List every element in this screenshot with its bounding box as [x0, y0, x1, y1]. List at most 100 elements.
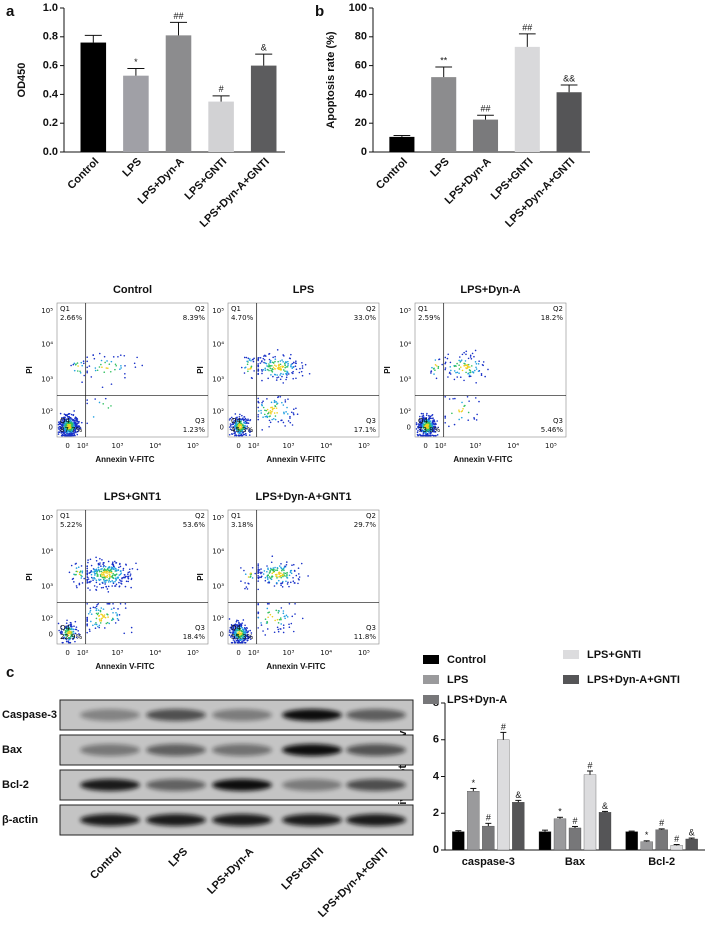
error-bar [560, 84, 578, 93]
event-dot [292, 563, 295, 566]
event-dot [62, 641, 64, 644]
event-dot [258, 569, 261, 571]
event-dot [99, 622, 102, 624]
y-axis-label: PI [25, 573, 34, 581]
event-dot [73, 432, 76, 434]
event-dot [260, 409, 262, 412]
quadrant-percent: 53.6% [183, 521, 206, 529]
event-dot [478, 360, 480, 362]
event-dot [428, 434, 431, 437]
event-dot [98, 583, 101, 586]
event-dot [424, 430, 426, 432]
event-dot [68, 636, 71, 639]
event-dot [106, 574, 109, 577]
event-dot [117, 619, 120, 621]
event-dot [94, 367, 97, 369]
event-dot [251, 377, 253, 380]
event-dot [74, 416, 77, 419]
event-dot [248, 636, 251, 638]
event-dot [281, 582, 284, 584]
event-dot [241, 626, 243, 629]
event-dot [274, 418, 277, 421]
event-dot [235, 634, 238, 636]
event-dot [228, 419, 231, 421]
event-dot [60, 627, 63, 630]
event-dot [243, 626, 246, 629]
event-dot [432, 434, 435, 437]
event-dot [272, 418, 275, 420]
event-dot [64, 637, 67, 640]
event-dot [78, 425, 80, 427]
event-dot [283, 355, 285, 357]
event-dot [279, 374, 281, 376]
event-dot [259, 356, 262, 359]
event-dot [266, 415, 268, 418]
event-dot [420, 425, 422, 428]
event-dot [244, 638, 246, 641]
event-dot [257, 616, 260, 619]
event-dot [93, 357, 96, 360]
event-dot [308, 372, 311, 375]
x-tick-label: 10⁵ [187, 442, 199, 450]
event-dot [111, 580, 113, 582]
event-dot [238, 434, 241, 437]
event-dot [272, 571, 275, 574]
event-dot [101, 366, 103, 369]
event-dot [300, 562, 303, 565]
event-dot [77, 566, 80, 569]
event-dot [90, 576, 93, 579]
bar [472, 119, 499, 152]
bar [389, 136, 415, 152]
event-dot [275, 575, 278, 578]
event-dot [247, 419, 249, 422]
event-dot [240, 634, 243, 637]
event-dot [100, 573, 103, 575]
quadrant-name: Q4 [418, 417, 429, 425]
event-dot [95, 623, 98, 626]
event-dot [95, 556, 97, 559]
event-dot [276, 412, 278, 414]
event-dot [271, 572, 274, 575]
event-dot [78, 420, 80, 423]
error-bar [393, 134, 411, 137]
event-dot [71, 419, 74, 421]
event-dot [462, 407, 464, 410]
event-dot [453, 370, 456, 372]
error-bar [127, 67, 145, 76]
event-dot [67, 415, 69, 418]
event-dot [263, 361, 265, 364]
event-dot [258, 576, 261, 578]
event-dot [57, 427, 60, 429]
event-dot [253, 370, 255, 372]
event-dot [282, 369, 285, 371]
event-dot [240, 580, 242, 582]
event-dot [232, 639, 235, 641]
event-dot [465, 371, 467, 374]
quadrant-percent: 87.7% [60, 426, 83, 434]
event-dot [276, 569, 279, 571]
event-dot [281, 366, 284, 368]
event-dot [103, 575, 105, 577]
event-dot [235, 632, 237, 634]
event-dot [237, 619, 240, 622]
event-dot [245, 586, 248, 588]
event-dot [257, 414, 260, 416]
event-dot [475, 366, 477, 369]
event-dot [240, 420, 242, 423]
legend-label: LPS [447, 674, 468, 686]
error-bar [435, 66, 453, 78]
event-dot [433, 429, 435, 431]
quadrant-name: Q3 [553, 417, 563, 425]
event-dot [415, 428, 418, 430]
event-dot [130, 631, 133, 634]
event-dot [67, 625, 70, 628]
event-dot [272, 407, 274, 410]
event-dot [115, 583, 118, 586]
event-dot [106, 572, 109, 574]
event-dot [426, 412, 428, 415]
event-dot [63, 413, 66, 415]
event-dot [107, 407, 110, 409]
event-dot [66, 619, 68, 622]
event-dot [470, 357, 473, 360]
event-dot [291, 615, 294, 618]
